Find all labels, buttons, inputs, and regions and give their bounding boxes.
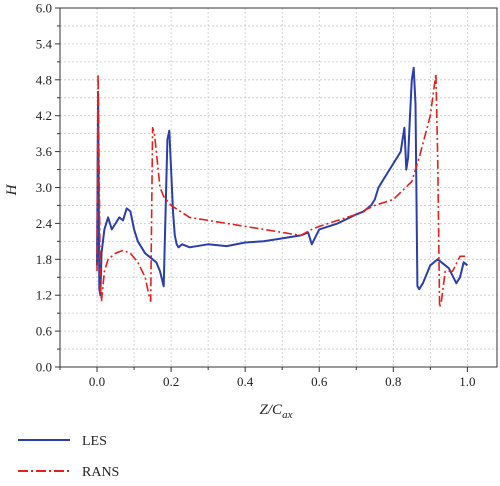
y-tick-label: 3.6: [36, 144, 53, 159]
y-tick-label: 0.6: [36, 324, 53, 339]
legend: LES RANS: [18, 434, 119, 480]
legend-label-les: LES: [82, 434, 107, 449]
series-group: [96, 66, 469, 309]
x-tick-label: 0.8: [385, 374, 401, 389]
y-tick-label: 1.2: [36, 288, 52, 303]
y-tick-label: 4.2: [36, 108, 52, 123]
y-tick-label: 4.8: [36, 72, 52, 87]
y-tick-label: 5.4: [36, 36, 53, 51]
x-tick-label: 0.4: [237, 374, 254, 389]
grid: [60, 8, 497, 367]
x-tick-label: 0.0: [89, 374, 105, 389]
y-axis-label: H: [4, 183, 20, 196]
x-axis-label: Z/Cax: [260, 402, 293, 421]
y-tick-label: 2.4: [36, 216, 53, 231]
y-tick-label: 6.0: [36, 1, 52, 16]
y-tick-label: 0.0: [36, 360, 52, 375]
x-tick-label: 0.6: [311, 374, 328, 389]
series-line-rans: [96, 73, 468, 309]
y-tick-label: 1.8: [36, 252, 52, 267]
x-tick-label: 1.0: [459, 374, 475, 389]
series-line-les: [96, 66, 469, 297]
y-tick-label: 3.0: [36, 180, 52, 195]
x-tick-label: 0.2: [163, 374, 179, 389]
axes: 0.0 0.2 0.4 0.6 0.8 1.0 0.0 0.6 1.2 1.8 2.4 3.0 3.6 4…: [36, 1, 498, 389]
legend-label-rans: RANS: [82, 465, 119, 480]
axis-labels: H Z/Cax: [4, 183, 293, 421]
